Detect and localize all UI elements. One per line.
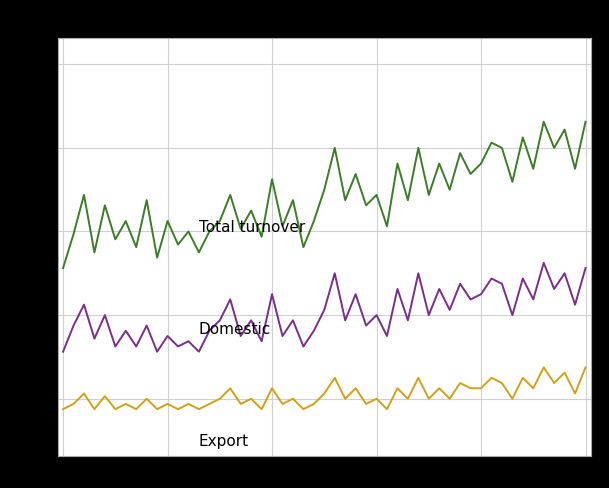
- Text: Total turnover: Total turnover: [199, 220, 305, 235]
- Text: Domestic: Domestic: [199, 322, 271, 336]
- Text: Export: Export: [199, 433, 249, 448]
